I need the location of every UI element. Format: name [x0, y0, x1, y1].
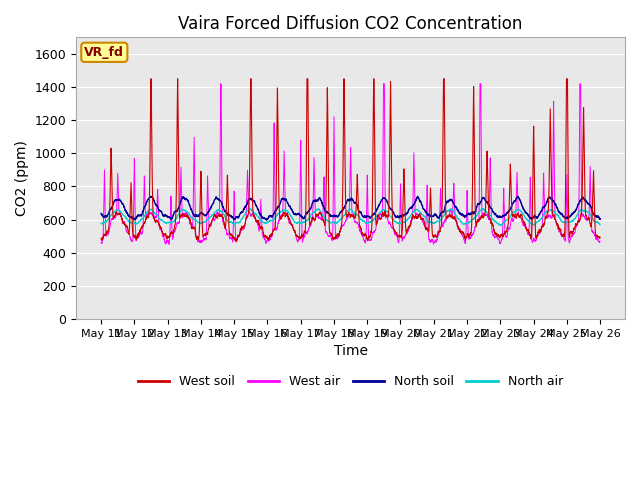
X-axis label: Time: Time — [333, 344, 367, 358]
Y-axis label: CO2 (ppm): CO2 (ppm) — [15, 140, 29, 216]
Title: Vaira Forced Diffusion CO2 Concentration: Vaira Forced Diffusion CO2 Concentration — [179, 15, 523, 33]
Text: VR_fd: VR_fd — [84, 46, 124, 59]
Legend: West soil, West air, North soil, North air: West soil, West air, North soil, North a… — [133, 371, 568, 393]
